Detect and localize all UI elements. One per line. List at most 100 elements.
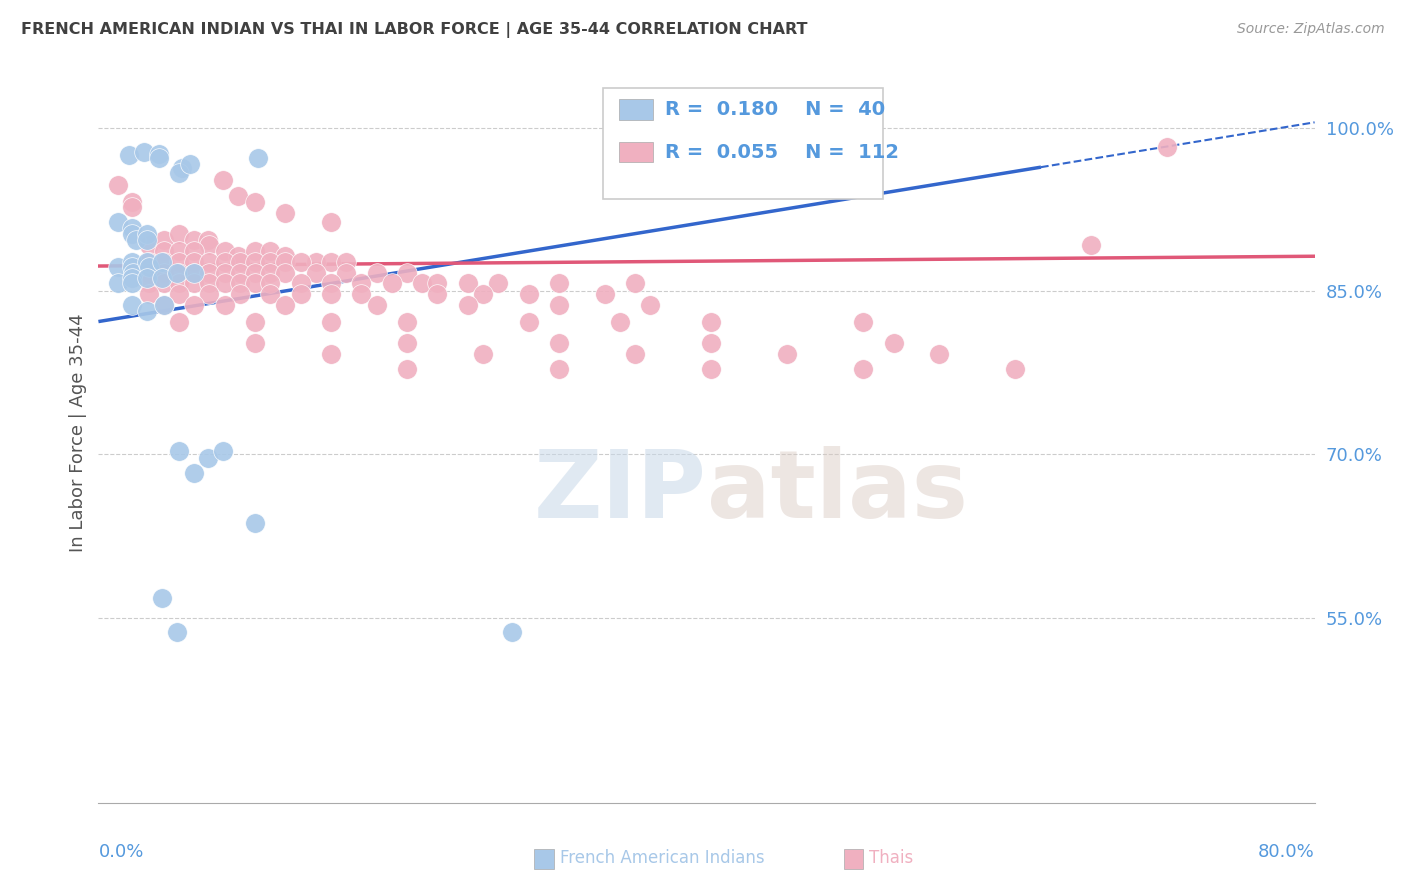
Point	[395, 362, 418, 376]
Point	[198, 287, 221, 301]
Point	[624, 347, 647, 361]
Point	[700, 336, 723, 351]
Point	[125, 233, 148, 247]
Point	[411, 277, 433, 291]
Point	[183, 254, 205, 268]
Point	[1156, 140, 1178, 154]
Point	[274, 266, 297, 280]
Point	[395, 266, 418, 280]
Point	[121, 200, 143, 214]
Point	[259, 244, 281, 258]
Point	[183, 466, 205, 480]
Point	[472, 287, 495, 301]
Point	[121, 260, 143, 274]
Point	[472, 347, 495, 361]
Point	[121, 194, 143, 209]
Point	[350, 287, 373, 301]
Point	[259, 254, 281, 268]
Point	[136, 227, 159, 242]
Point	[274, 254, 297, 268]
FancyBboxPatch shape	[619, 99, 652, 120]
Point	[166, 624, 188, 639]
Point	[882, 336, 904, 351]
Point	[138, 266, 160, 280]
Point	[259, 266, 281, 280]
Point	[229, 266, 252, 280]
Point	[395, 315, 418, 329]
Point	[381, 277, 404, 291]
Point	[457, 298, 479, 312]
Point	[138, 260, 160, 274]
Point	[457, 277, 479, 291]
Point	[243, 315, 266, 329]
Point	[197, 233, 219, 247]
Point	[243, 336, 266, 351]
Point	[214, 277, 236, 291]
Point	[198, 277, 221, 291]
Point	[426, 287, 449, 301]
Point	[121, 254, 143, 268]
Point	[243, 277, 266, 291]
Bar	[844, 849, 863, 869]
Point	[166, 266, 188, 280]
Point	[700, 315, 723, 329]
Point	[121, 277, 143, 291]
Point	[274, 249, 297, 263]
Point	[167, 277, 190, 291]
Point	[548, 277, 571, 291]
Point	[167, 287, 190, 301]
Point	[136, 303, 159, 318]
Point	[167, 244, 190, 258]
Point	[259, 277, 281, 291]
Text: atlas: atlas	[707, 446, 967, 538]
Point	[132, 145, 155, 159]
Point	[319, 315, 342, 329]
Point	[214, 266, 236, 280]
Point	[624, 277, 647, 291]
Point	[152, 254, 174, 268]
Point	[319, 254, 342, 268]
Point	[319, 347, 342, 361]
Point	[152, 277, 174, 291]
Point	[121, 221, 143, 235]
Bar	[534, 849, 554, 869]
Point	[517, 315, 540, 329]
Point	[305, 254, 328, 268]
Point	[319, 287, 342, 301]
Point	[107, 178, 129, 193]
Point	[395, 336, 418, 351]
Text: Source: ZipAtlas.com: Source: ZipAtlas.com	[1237, 22, 1385, 37]
Text: 80.0%: 80.0%	[1258, 843, 1315, 861]
Point	[198, 254, 221, 268]
Point	[548, 298, 571, 312]
Point	[335, 254, 357, 268]
FancyBboxPatch shape	[603, 88, 883, 200]
Point	[243, 516, 266, 530]
Text: French American Indians: French American Indians	[560, 849, 765, 867]
Point	[136, 233, 159, 247]
Point	[247, 151, 270, 165]
Point	[167, 227, 190, 242]
Point	[290, 277, 312, 291]
Point	[229, 277, 252, 291]
Point	[152, 298, 174, 312]
Point	[548, 362, 571, 376]
Point	[121, 227, 143, 242]
Point	[118, 148, 141, 162]
Point	[366, 298, 388, 312]
Point	[183, 266, 205, 280]
Point	[319, 277, 342, 291]
Point	[107, 215, 129, 229]
Point	[486, 277, 509, 291]
Point	[700, 362, 723, 376]
Point	[179, 157, 201, 171]
Point	[319, 215, 342, 229]
Point	[243, 266, 266, 280]
Point	[167, 315, 190, 329]
Point	[548, 336, 571, 351]
Point	[198, 266, 221, 280]
Text: R =  0.180    N =  40: R = 0.180 N = 40	[665, 100, 886, 120]
Point	[167, 166, 190, 180]
Point	[501, 624, 523, 639]
Point	[214, 298, 236, 312]
